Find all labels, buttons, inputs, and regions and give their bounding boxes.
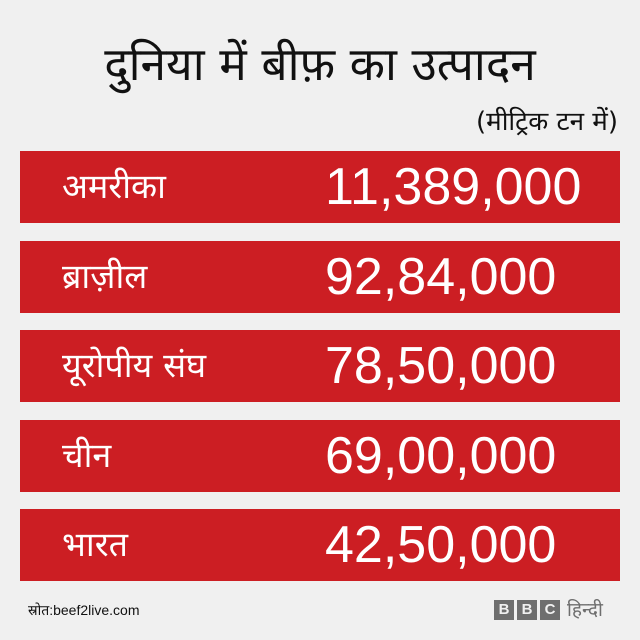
country-label: अमरीका	[62, 167, 166, 207]
table-row-india: भारत 42,50,000	[20, 509, 620, 581]
production-value: 92,84,000	[325, 248, 557, 306]
chart-title: दुनिया में बीफ़ का उत्पादन	[104, 37, 536, 91]
bbc-logo-block: B	[517, 600, 537, 620]
country-label: यूरोपीय संघ	[62, 346, 207, 386]
production-value: 69,00,000	[325, 427, 557, 485]
production-value: 11,389,000	[325, 158, 582, 216]
production-value: 42,50,000	[325, 516, 557, 574]
unit-subtitle: (मीट्रिक टन में)	[476, 107, 618, 137]
table-row-usa: अमरीका 11,389,000	[20, 151, 620, 223]
bbc-logo-block: C	[540, 600, 560, 620]
bbc-hindi-logo: B B C हिन्दी	[494, 600, 603, 620]
production-value: 78,50,000	[325, 337, 557, 395]
country-label: चीन	[62, 436, 112, 476]
bbc-logo-hindi-text: हिन्दी	[567, 599, 603, 621]
table-row-china: चीन 69,00,000	[20, 420, 620, 492]
source-credit: स्रोत:beef2live.com	[28, 602, 140, 618]
country-label: भारत	[62, 525, 128, 565]
table-row-eu: यूरोपीय संघ 78,50,000	[20, 330, 620, 402]
country-label: ब्राज़ील	[62, 257, 148, 297]
table-row-brazil: ब्राज़ील 92,84,000	[20, 241, 620, 313]
bbc-logo-block: B	[494, 600, 514, 620]
